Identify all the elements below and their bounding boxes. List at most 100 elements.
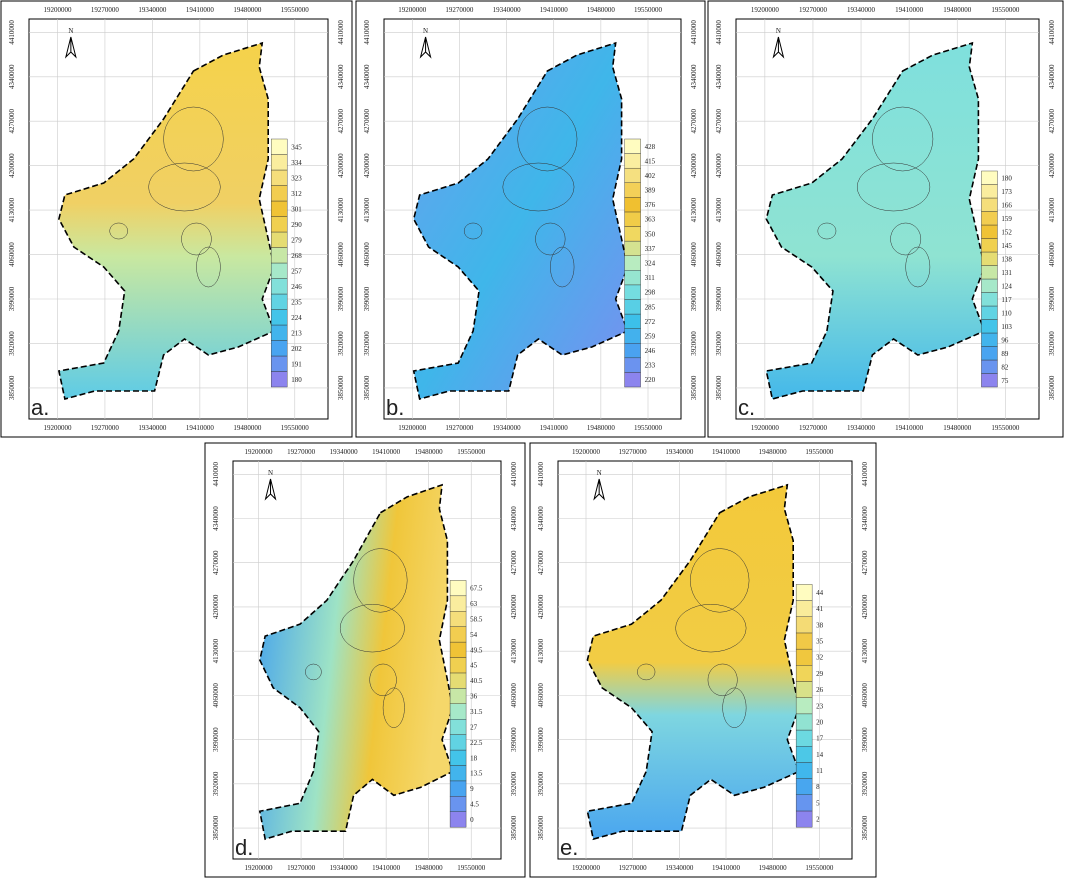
- contour: [675, 604, 747, 653]
- legend-swatch: [449, 641, 467, 658]
- legend-swatch: [270, 216, 288, 233]
- x-tick-label: 19200000: [751, 424, 780, 432]
- x-tick-label: 19410000: [186, 6, 215, 14]
- north-arrow: [64, 36, 77, 59]
- contour: [463, 222, 483, 240]
- legend-swatch: [981, 184, 998, 199]
- y-tick-label: 4200000: [715, 153, 723, 178]
- legend-swatch: [624, 240, 641, 256]
- y-tick-label: 4270000: [337, 108, 345, 133]
- y-tick-label: 4270000: [510, 550, 518, 575]
- legend-swatch: [624, 372, 641, 388]
- map-panel: 19200000 19200000 19270000 19270000 19340000…: [529, 442, 877, 878]
- y-tick-label: 4060000: [690, 242, 698, 267]
- x-tick-label: 19480000: [943, 424, 972, 432]
- y-tick-label: 4340000: [363, 64, 371, 89]
- x-tick-label: 19200000: [43, 424, 72, 432]
- x-tick-label: 19340000: [665, 448, 694, 456]
- y-tick-label: 4340000: [510, 506, 518, 531]
- legend-label: 26: [816, 686, 824, 694]
- y-tick-label: 4340000: [337, 64, 345, 89]
- north-label: N: [423, 27, 428, 35]
- contour: [690, 548, 750, 613]
- y-tick-label: 4200000: [1048, 153, 1056, 178]
- legend-swatch: [624, 197, 641, 213]
- y-tick-label: 4270000: [715, 108, 723, 133]
- x-tick-label: 19410000: [712, 864, 741, 872]
- legend-label: 180: [1001, 174, 1012, 182]
- x-tick-label: 19200000: [751, 6, 780, 14]
- y-tick-label: 4410000: [537, 462, 545, 487]
- y-tick-label: 3920000: [861, 771, 869, 796]
- legend-swatch: [981, 224, 998, 239]
- north-label: N: [776, 27, 781, 35]
- x-tick-label: 19410000: [372, 864, 401, 872]
- legend-swatch: [624, 182, 641, 198]
- legend-swatch: [981, 251, 998, 266]
- legend-label: 285: [645, 303, 656, 311]
- legend-swatch: [449, 734, 467, 751]
- y-tick-label: 3990000: [337, 286, 345, 311]
- x-tick-label: 19480000: [415, 448, 444, 456]
- north-label: N: [68, 27, 73, 35]
- y-tick-label: 3850000: [1048, 375, 1056, 400]
- legend-swatch: [624, 211, 641, 227]
- legend-swatch: [270, 231, 288, 248]
- y-tick-label: 4340000: [690, 64, 698, 89]
- legend-label: 131: [1001, 269, 1012, 277]
- legend-swatch: [449, 580, 467, 597]
- contour: [872, 106, 934, 172]
- legend-swatch: [624, 357, 641, 373]
- y-tick-label: 4270000: [1048, 108, 1056, 133]
- legend-swatch: [624, 153, 641, 169]
- x-tick-label: 19200000: [398, 424, 427, 432]
- legend-swatch: [795, 762, 813, 779]
- y-tick-label: 3920000: [690, 331, 698, 356]
- legend-swatch: [270, 293, 288, 310]
- study-area: [586, 483, 801, 841]
- contour: [163, 106, 224, 172]
- y-tick-label: 3850000: [337, 375, 345, 400]
- y-tick-label: 4060000: [212, 683, 220, 708]
- legend-swatch: [795, 632, 813, 650]
- legend-swatch: [449, 703, 467, 720]
- legend-label: 145: [1001, 242, 1012, 250]
- map-panel: 19200000 19200000 19270000 19270000 19340000…: [0, 0, 353, 438]
- x-tick-label: 19200000: [43, 6, 72, 14]
- contour: [817, 222, 837, 240]
- y-tick-label: 4130000: [8, 197, 16, 222]
- y-tick-label: 3850000: [861, 815, 869, 840]
- x-tick-label: 19550000: [805, 864, 834, 872]
- legend-swatch: [624, 328, 641, 344]
- legend-swatch: [270, 309, 288, 326]
- legend-label: 298: [645, 289, 656, 297]
- legend-swatch: [795, 713, 813, 731]
- y-tick-label: 4410000: [212, 462, 220, 487]
- y-tick-label: 4200000: [337, 153, 345, 178]
- y-tick-label: 4060000: [337, 242, 345, 267]
- y-tick-label: 4410000: [690, 20, 698, 45]
- contour: [637, 663, 656, 681]
- contour: [502, 162, 575, 212]
- legend-swatch: [270, 340, 288, 357]
- legend-label: 103: [1001, 323, 1012, 331]
- y-tick-label: 4060000: [1048, 242, 1056, 267]
- legend-swatch: [449, 796, 467, 812]
- legend-swatch: [624, 313, 641, 329]
- y-tick-label: 4130000: [363, 197, 371, 222]
- legend-label: 0: [470, 816, 474, 824]
- legend-label: 376: [645, 201, 656, 209]
- x-tick-label: 19340000: [493, 424, 522, 432]
- legend-swatch: [795, 600, 813, 617]
- legend-label: 18: [470, 754, 478, 762]
- x-tick-label: 19550000: [457, 864, 486, 872]
- y-tick-label: 4410000: [363, 20, 371, 45]
- legend-label: 138: [1001, 255, 1012, 263]
- y-tick-label: 4410000: [8, 20, 16, 45]
- x-tick-label: 19200000: [572, 864, 601, 872]
- y-tick-label: 4130000: [510, 638, 518, 663]
- y-tick-label: 4270000: [861, 550, 869, 575]
- contour: [305, 663, 322, 681]
- y-tick-label: 4060000: [363, 242, 371, 267]
- x-tick-label: 19480000: [233, 424, 262, 432]
